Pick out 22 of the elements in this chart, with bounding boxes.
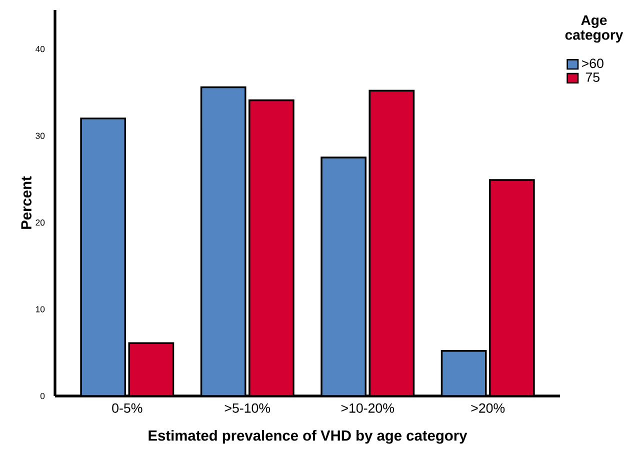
legend-label: 75	[586, 72, 600, 82]
x-tick-label: 0-5%	[112, 403, 142, 413]
legend-title: Age category	[565, 15, 624, 43]
bar	[368, 90, 415, 396]
y-tick-label: 10	[36, 306, 45, 312]
x-tick-label: >5-10%	[224, 403, 270, 413]
y-tick-label: 0	[40, 392, 45, 400]
bar	[200, 86, 246, 396]
bar	[80, 118, 126, 396]
x-tick-label: >20%	[471, 403, 505, 413]
bar	[488, 179, 535, 396]
bar	[248, 99, 294, 396]
bar	[128, 342, 174, 396]
bar	[320, 156, 367, 396]
x-tick-label: >10-20%	[341, 403, 394, 413]
x-axis-title: Estimated prevalence of VHD by age category	[148, 430, 468, 444]
y-axis-title: Percent	[21, 176, 32, 229]
y-tick-label: 40	[36, 46, 45, 52]
legend-label: >60	[582, 58, 604, 68]
bar	[440, 350, 487, 396]
y-tick-label: 20	[36, 219, 45, 226]
y-tick-label: 30	[36, 132, 45, 139]
